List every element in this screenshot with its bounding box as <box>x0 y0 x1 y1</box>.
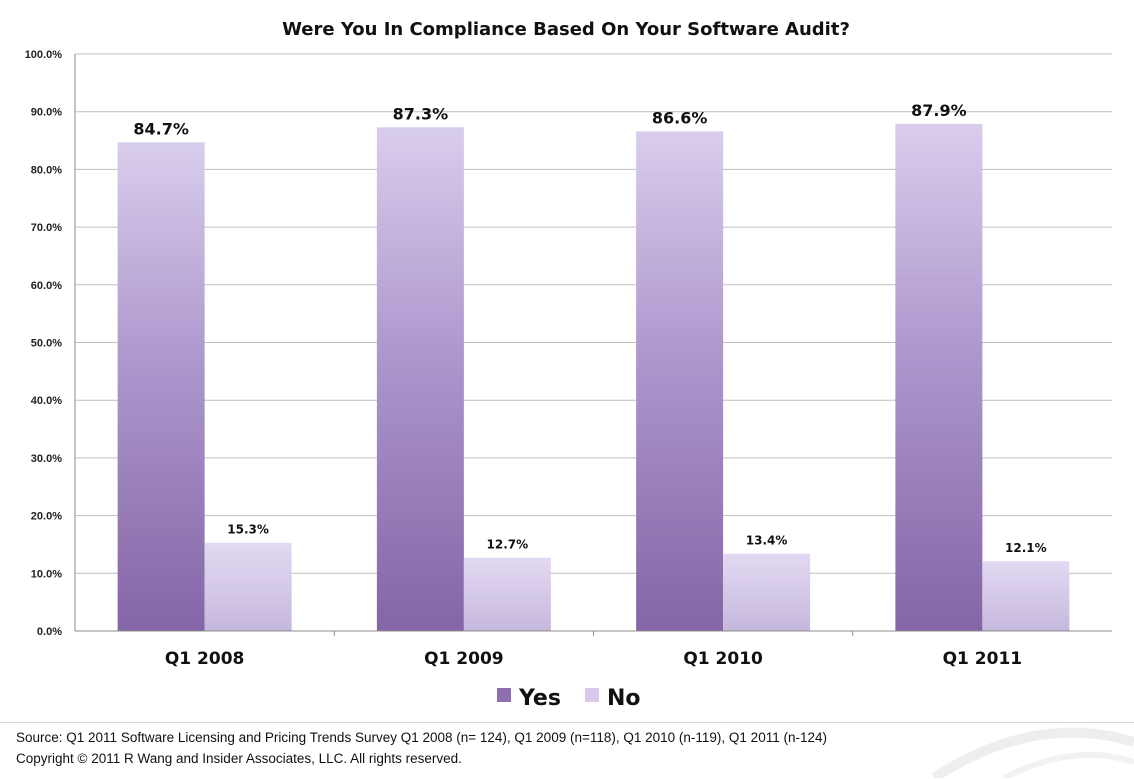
y-tick-label: 70.0% <box>31 222 62 234</box>
y-tick-label: 20.0% <box>31 511 62 523</box>
data-label: 87.9% <box>911 101 967 120</box>
bar-no-q1-2008 <box>204 542 292 631</box>
gridlines <box>75 53 1112 574</box>
bar-yes-q1-2010 <box>636 131 724 631</box>
data-label: 87.3% <box>393 104 449 123</box>
data-label: 13.4% <box>746 534 788 548</box>
x-tick-label: Q1 2008 <box>165 649 245 669</box>
y-axis: 0.0% 10.0% 20.0% 30.0% 40.0% 50.0% 60.0% 70.0% 8… <box>25 49 76 638</box>
x-tick-label: Q1 2010 <box>683 649 763 669</box>
x-tick-label: Q1 2009 <box>424 649 504 669</box>
y-tick-label: 40.0% <box>31 395 62 407</box>
x-tick-label: Q1 2011 <box>943 649 1023 669</box>
chart-title: Were You In Compliance Based On Your Sof… <box>282 19 850 40</box>
data-label: 86.6% <box>652 108 708 127</box>
y-tick-label: 100.0% <box>25 49 63 61</box>
y-tick-label: 10.0% <box>31 568 62 580</box>
copyright-note: Copyright © 2011 R Wang and Insider Asso… <box>16 751 462 766</box>
legend-swatch-yes <box>497 688 511 702</box>
data-label: 84.7% <box>133 119 189 138</box>
bar-no-q1-2009 <box>463 557 551 631</box>
legend-label-no: No <box>607 686 641 711</box>
bar-no-q1-2010 <box>723 553 811 631</box>
footer: Source: Q1 2011 Software Licensing and P… <box>0 722 1134 779</box>
y-tick-label: 80.0% <box>31 164 62 176</box>
bar-chart: Were You In Compliance Based On Your Sof… <box>25 19 1112 711</box>
data-label: 12.7% <box>487 538 529 552</box>
legend-swatch-no <box>585 688 599 702</box>
y-tick-label: 60.0% <box>31 280 62 292</box>
bars: 84.7% 15.3% 87.3% 12.7% 86.6% 13.4% 87.9% 12.1% <box>117 101 1070 632</box>
source-note: Source: Q1 2011 Software Licensing and P… <box>16 730 827 745</box>
bar-yes-q1-2008 <box>117 142 205 631</box>
y-tick-label: 50.0% <box>31 338 62 350</box>
data-label: 15.3% <box>227 523 269 537</box>
bar-yes-q1-2011 <box>895 123 983 631</box>
legend: Yes No <box>497 686 641 711</box>
legend-label-yes: Yes <box>518 686 561 711</box>
watermark-swoosh <box>931 727 1134 778</box>
y-tick-label: 30.0% <box>31 453 62 465</box>
bar-no-q1-2011 <box>982 561 1070 631</box>
bar-yes-q1-2009 <box>376 127 464 632</box>
x-axis: Q1 2008 Q1 2009 Q1 2010 Q1 2011 <box>75 630 1112 669</box>
y-tick-label: 0.0% <box>37 626 62 638</box>
data-label: 12.1% <box>1005 541 1047 555</box>
y-tick-label: 90.0% <box>31 107 62 119</box>
